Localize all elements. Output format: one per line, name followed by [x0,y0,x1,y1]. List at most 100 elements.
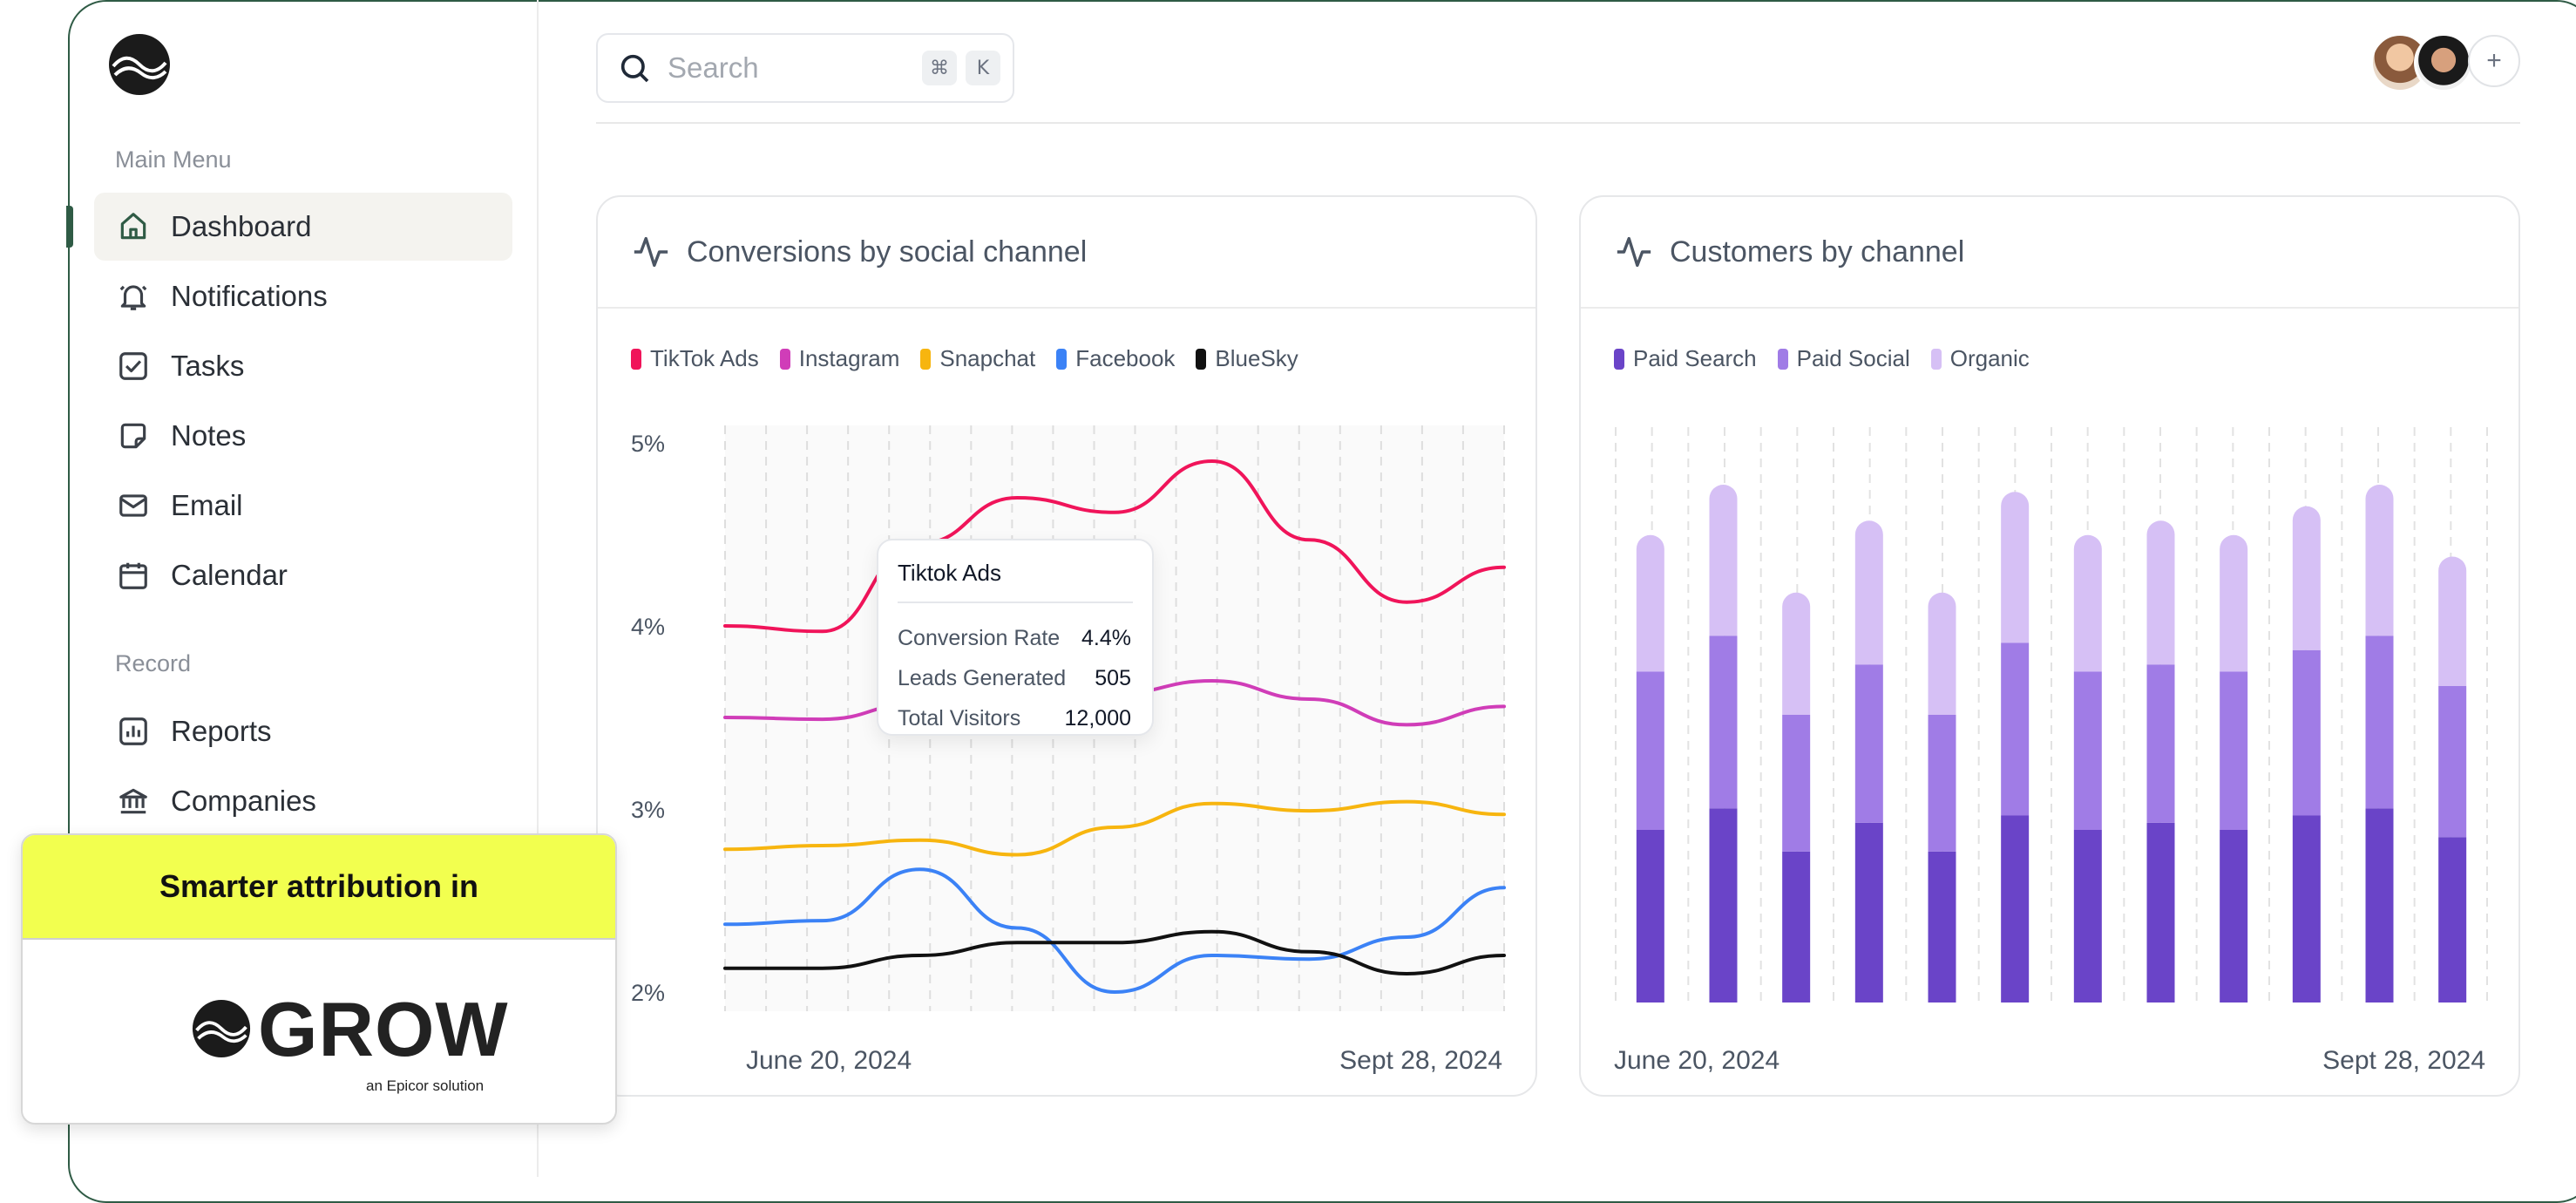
grow-logo-icon [192,999,251,1058]
bar-segment-paid-search[interactable] [2220,830,2248,1002]
sidebar-item-label: Email [171,489,243,521]
legend-item-snapchat[interactable]: Snapchat [920,345,1035,372]
bar-segment-organic[interactable] [2073,534,2102,672]
card-header: Customers by channel [1581,197,2518,309]
legend-swatch [1196,348,1207,370]
bar-segment-paid-social[interactable] [2146,664,2175,823]
chart-legend: Paid Search Paid Social Organic [1614,345,2051,372]
legend-swatch [779,348,790,370]
legend-label: Paid Social [1796,345,1910,371]
bar-segment-paid-social[interactable] [1854,664,1883,823]
bar-segment-paid-social[interactable] [2073,671,2102,831]
search-box[interactable]: ⌘ K [596,33,1014,103]
bar-segment-paid-social[interactable] [2220,671,2248,831]
bar-segment-paid-social[interactable] [2001,642,2030,816]
avatar[interactable] [2414,33,2473,92]
shortcut-key-cmd: ⌘ [922,51,957,85]
series-line-bluesky[interactable] [723,929,1506,976]
record-label: Record [115,650,192,676]
bar-segment-paid-social[interactable] [1928,715,1956,852]
bar-segment-organic[interactable] [2365,485,2394,636]
shortcut-key-k: K [966,51,1000,85]
bar-segment-organic[interactable] [1928,592,1956,715]
bar-segment-paid-social[interactable] [2365,635,2394,809]
bar-segment-organic[interactable] [1636,534,1664,672]
legend-swatch [631,348,641,370]
sidebar-item-dashboard[interactable]: Dashboard [94,193,512,261]
series-line-snapchat[interactable] [723,799,1506,857]
sidebar-item-label: Notes [171,419,247,452]
legend-label: TikTok Ads [650,345,759,371]
bar-segment-paid-search[interactable] [1928,851,1956,1002]
bar-segment-organic[interactable] [2292,506,2321,650]
bar-segment-organic[interactable] [2146,520,2175,665]
bank-icon [119,788,147,814]
bar-segment-paid-search[interactable] [2073,830,2102,1002]
legend-swatch [1614,348,1624,370]
bar-chart [1615,427,2488,1003]
sidebar-item-reports[interactable]: Reports [94,697,512,765]
bar-segment-paid-search[interactable] [2001,815,2030,1003]
legend-item-facebook[interactable]: Facebook [1056,345,1175,372]
bar-segment-organic[interactable] [2438,556,2467,687]
bar-segment-paid-search[interactable] [2292,815,2321,1003]
bar-segment-paid-search[interactable] [1782,851,1811,1002]
sidebar-item-notifications[interactable]: Notifications [94,262,512,330]
tooltip-row-label: Total Visitors [898,706,1021,731]
bar-segment-paid-search[interactable] [2438,837,2467,1002]
search-icon [620,54,649,83]
search-input[interactable] [666,51,913,85]
legend-item-paid-search[interactable]: Paid Search [1614,345,1757,372]
legend-item-bluesky[interactable]: BlueSky [1196,345,1298,372]
bar-segment-organic[interactable] [1709,485,1738,636]
card-title: Customers by channel [1670,234,1965,268]
sidebar-item-tasks[interactable]: Tasks [94,332,512,400]
legend-swatch [920,348,932,370]
legend-item-paid-social[interactable]: Paid Social [1777,345,1910,372]
bar-segment-organic[interactable] [1854,520,1883,665]
sidebar-item-email[interactable]: Email [94,472,512,540]
sidebar-item-calendar[interactable]: Calendar [94,541,512,609]
x-axis-end-label: Sept 28, 2024 [1339,1046,1502,1075]
bar-segment-paid-search[interactable] [1854,822,1883,1002]
tooltip-row-label: Conversion Rate [898,626,1061,650]
x-axis-end-label: Sept 28, 2024 [2322,1046,2485,1075]
tooltip-divider [898,602,1133,603]
legend-item-instagram[interactable]: Instagram [779,345,899,372]
add-member-button[interactable]: + [2468,35,2520,87]
bar-segment-paid-search[interactable] [2365,808,2394,1002]
series-line-tiktok-ads[interactable] [723,459,1506,634]
bar-segment-organic[interactable] [2001,492,2030,643]
bar-segment-paid-social[interactable] [2292,649,2321,816]
grow-brand: GROW an Epicor solution [167,982,533,1095]
bar-segment-paid-social[interactable] [1636,671,1664,831]
bell-icon [119,285,147,310]
promo-banner[interactable]: Smarter attribution in GROW an Epicor so… [21,833,617,1125]
sidebar-item-notes[interactable]: Notes [94,402,512,470]
sidebar-item-companies[interactable]: Companies [94,767,512,835]
legend-item-tiktok[interactable]: TikTok Ads [631,345,759,372]
legend-swatch [1056,348,1068,370]
bar-segment-paid-social[interactable] [1709,635,1738,809]
sidebar [70,0,539,1177]
legend-label: Organic [1949,345,2030,371]
grow-tagline: an Epicor solution [366,1077,485,1094]
bar-segment-paid-search[interactable] [1709,808,1738,1002]
brand-logo [109,34,170,95]
header-divider [596,122,2520,124]
bar-segment-organic[interactable] [2220,534,2248,672]
bar-segment-paid-search[interactable] [2146,822,2175,1002]
series-line-facebook[interactable] [723,867,1506,995]
bar-segment-paid-social[interactable] [2438,686,2467,838]
legend-label: BlueSky [1215,345,1298,371]
x-axis-start-label: June 20, 2024 [1614,1046,1780,1075]
sidebar-item-label: Reports [171,715,272,747]
legend-swatch [1777,348,1788,370]
bar-segment-paid-social[interactable] [1782,715,1811,852]
bar-segment-paid-search[interactable] [1636,830,1664,1002]
bar-segment-organic[interactable] [1782,592,1811,715]
promo-headline: Smarter attribution in [23,835,615,940]
y-tick-label: 3% [631,797,665,823]
active-indicator [66,206,73,248]
legend-item-organic[interactable]: Organic [1930,345,2030,372]
